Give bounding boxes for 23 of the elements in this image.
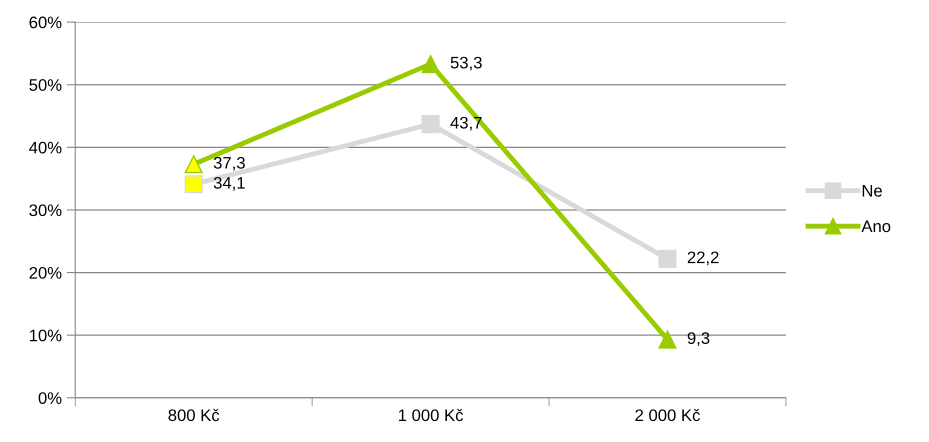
x-tick-label: 1 000 Kč [398, 408, 464, 422]
point [184, 175, 203, 194]
data-label: 22,2 [688, 251, 719, 266]
x-tick-label: 800 Kč [168, 408, 220, 422]
data-label: 9,3 [688, 332, 710, 346]
y-tick-label: 60% [30, 16, 62, 28]
y-tick-label: 40% [29, 142, 62, 154]
y-tick-label: 50% [29, 79, 62, 91]
point [422, 115, 440, 134]
point [184, 155, 203, 174]
legend-label: Ano [861, 220, 890, 232]
y-tick-label: 10% [30, 330, 62, 342]
y-tick-label: 20% [30, 266, 62, 279]
data-label: 53,3 [450, 56, 482, 70]
data-label: 37,3 [214, 156, 245, 171]
point [422, 55, 440, 74]
point [658, 330, 677, 349]
y-tick-label: 30% [29, 204, 62, 216]
legend-label: Ne [862, 185, 882, 197]
y-tick-label: 0% [38, 392, 62, 404]
x-tick-label: 2 000 Kč [635, 408, 700, 422]
data-label: 34,1 [214, 176, 245, 191]
point [658, 250, 677, 268]
